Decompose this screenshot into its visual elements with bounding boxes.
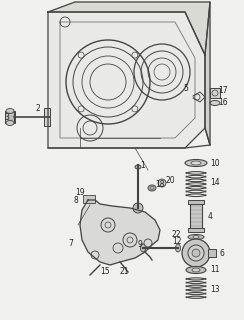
Circle shape (133, 203, 143, 213)
Ellipse shape (141, 244, 145, 252)
Text: 11: 11 (210, 266, 220, 275)
Polygon shape (48, 2, 210, 55)
Ellipse shape (185, 159, 207, 166)
Circle shape (158, 179, 166, 187)
Ellipse shape (191, 161, 201, 165)
Ellipse shape (192, 268, 200, 272)
Text: 18: 18 (155, 180, 164, 188)
Text: 13: 13 (210, 284, 220, 293)
Ellipse shape (6, 108, 14, 114)
Ellipse shape (148, 185, 156, 191)
Circle shape (188, 245, 204, 261)
Bar (190, 202, 202, 230)
Text: 1: 1 (140, 161, 145, 170)
Text: 3: 3 (4, 113, 9, 122)
Bar (188, 228, 204, 232)
Text: 14: 14 (210, 178, 220, 187)
Bar (208, 249, 216, 257)
Polygon shape (48, 12, 205, 148)
Text: 7: 7 (68, 238, 73, 247)
Circle shape (192, 249, 200, 257)
Text: 8: 8 (74, 196, 79, 204)
Circle shape (182, 239, 210, 267)
Ellipse shape (6, 121, 14, 125)
Text: 17: 17 (218, 85, 228, 94)
Text: 22: 22 (172, 229, 182, 238)
Bar (188, 200, 204, 204)
Text: 12: 12 (172, 236, 182, 245)
Text: 16: 16 (218, 98, 228, 107)
Text: 2: 2 (35, 103, 40, 113)
Bar (5, 111, 15, 123)
Ellipse shape (188, 240, 204, 246)
Bar (83, 195, 95, 203)
Ellipse shape (186, 267, 206, 274)
Text: 19: 19 (75, 188, 85, 196)
Text: 4: 4 (208, 212, 213, 220)
Text: 5: 5 (183, 84, 188, 92)
Polygon shape (205, 2, 210, 145)
Ellipse shape (210, 100, 220, 106)
Text: 9: 9 (138, 239, 143, 249)
Ellipse shape (188, 235, 204, 239)
Ellipse shape (193, 236, 199, 238)
Text: 10: 10 (210, 158, 220, 167)
Text: 20: 20 (165, 175, 175, 185)
Ellipse shape (135, 165, 141, 169)
Text: 15: 15 (100, 268, 110, 276)
Text: 6: 6 (219, 249, 224, 258)
Polygon shape (80, 200, 160, 265)
Ellipse shape (175, 244, 181, 252)
Bar (44, 108, 50, 126)
Ellipse shape (193, 242, 199, 244)
Text: 21: 21 (120, 268, 130, 276)
Bar (210, 88, 220, 98)
